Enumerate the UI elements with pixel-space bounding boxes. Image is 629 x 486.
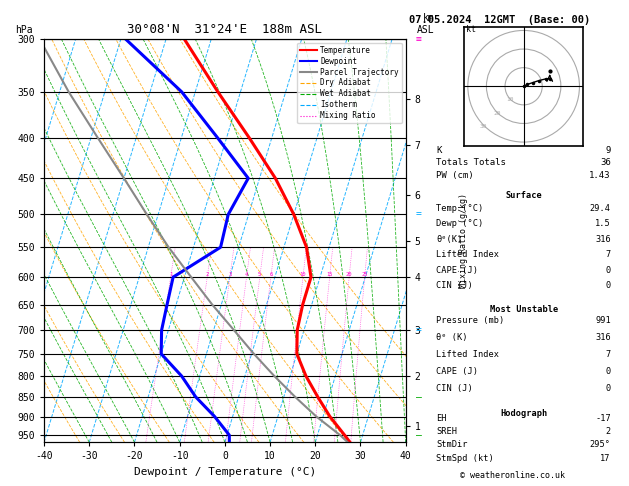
Legend: Temperature, Dewpoint, Parcel Trajectory, Dry Adiabat, Wet Adiabat, Isotherm, Mi: Temperature, Dewpoint, Parcel Trajectory… bbox=[298, 43, 402, 123]
Text: 7: 7 bbox=[606, 250, 611, 260]
Text: SREH: SREH bbox=[437, 427, 457, 436]
Text: Surface: Surface bbox=[505, 191, 542, 201]
Text: km
ASL: km ASL bbox=[417, 13, 435, 35]
Text: 36: 36 bbox=[600, 158, 611, 167]
Text: StmDir: StmDir bbox=[437, 440, 468, 450]
Text: 25: 25 bbox=[362, 272, 368, 277]
Text: =: = bbox=[416, 209, 421, 220]
Text: StmSpd (kt): StmSpd (kt) bbox=[437, 453, 494, 463]
Text: K: K bbox=[437, 146, 442, 156]
Y-axis label: Mixing Ratio (g/kg): Mixing Ratio (g/kg) bbox=[460, 193, 469, 288]
Text: 10: 10 bbox=[506, 97, 514, 102]
Text: -17: -17 bbox=[595, 414, 611, 423]
Text: 0: 0 bbox=[606, 266, 611, 275]
Text: Temp (°C): Temp (°C) bbox=[437, 204, 484, 213]
Text: 316: 316 bbox=[595, 333, 611, 343]
Text: =: = bbox=[416, 325, 421, 335]
Text: 0: 0 bbox=[606, 384, 611, 393]
Text: 7: 7 bbox=[606, 350, 611, 359]
Text: EH: EH bbox=[437, 414, 447, 423]
Text: 15: 15 bbox=[326, 272, 333, 277]
Text: 0: 0 bbox=[606, 281, 611, 290]
Text: Dewp (°C): Dewp (°C) bbox=[437, 220, 484, 228]
Title: 30°08'N  31°24'E  188m ASL: 30°08'N 31°24'E 188m ASL bbox=[127, 23, 323, 36]
Text: 29.4: 29.4 bbox=[590, 204, 611, 213]
Text: 1.5: 1.5 bbox=[595, 220, 611, 228]
Text: —: — bbox=[416, 430, 421, 440]
Text: 07.05.2024  12GMT  (Base: 00): 07.05.2024 12GMT (Base: 00) bbox=[409, 15, 591, 25]
Text: 0: 0 bbox=[606, 367, 611, 376]
Text: CIN (J): CIN (J) bbox=[437, 281, 473, 290]
Text: 6: 6 bbox=[269, 272, 272, 277]
Text: 30: 30 bbox=[480, 124, 487, 129]
Text: 3: 3 bbox=[228, 272, 231, 277]
Text: Most Unstable: Most Unstable bbox=[489, 305, 558, 314]
Text: 9: 9 bbox=[606, 146, 611, 156]
Text: CAPE (J): CAPE (J) bbox=[437, 367, 479, 376]
Text: Pressure (mb): Pressure (mb) bbox=[437, 316, 504, 326]
Text: 991: 991 bbox=[595, 316, 611, 326]
Text: —: — bbox=[416, 392, 421, 402]
Text: Lifted Index: Lifted Index bbox=[437, 350, 499, 359]
Text: 10: 10 bbox=[300, 272, 306, 277]
Text: 295°: 295° bbox=[590, 440, 611, 450]
Text: Lifted Index: Lifted Index bbox=[437, 250, 499, 260]
Text: 4: 4 bbox=[245, 272, 248, 277]
Text: ≡: ≡ bbox=[416, 34, 421, 44]
Text: © weatheronline.co.uk: © weatheronline.co.uk bbox=[460, 471, 565, 480]
Text: 5: 5 bbox=[258, 272, 262, 277]
Text: kt: kt bbox=[466, 25, 476, 35]
Text: 17: 17 bbox=[600, 453, 611, 463]
Text: 2: 2 bbox=[206, 272, 209, 277]
Text: 1: 1 bbox=[169, 272, 172, 277]
Text: PW (cm): PW (cm) bbox=[437, 171, 474, 179]
Text: Hodograph: Hodograph bbox=[500, 409, 547, 418]
Text: 2: 2 bbox=[606, 427, 611, 436]
Text: CAPE (J): CAPE (J) bbox=[437, 266, 479, 275]
Text: 20: 20 bbox=[493, 110, 501, 116]
Text: θᵉ(K): θᵉ(K) bbox=[437, 235, 463, 244]
Text: 316: 316 bbox=[595, 235, 611, 244]
Text: θᵉ (K): θᵉ (K) bbox=[437, 333, 468, 343]
Text: CIN (J): CIN (J) bbox=[437, 384, 473, 393]
X-axis label: Dewpoint / Temperature (°C): Dewpoint / Temperature (°C) bbox=[134, 467, 316, 477]
Text: hPa: hPa bbox=[15, 25, 33, 35]
Text: Totals Totals: Totals Totals bbox=[437, 158, 506, 167]
Text: 1.43: 1.43 bbox=[589, 171, 611, 179]
Text: 20: 20 bbox=[346, 272, 352, 277]
